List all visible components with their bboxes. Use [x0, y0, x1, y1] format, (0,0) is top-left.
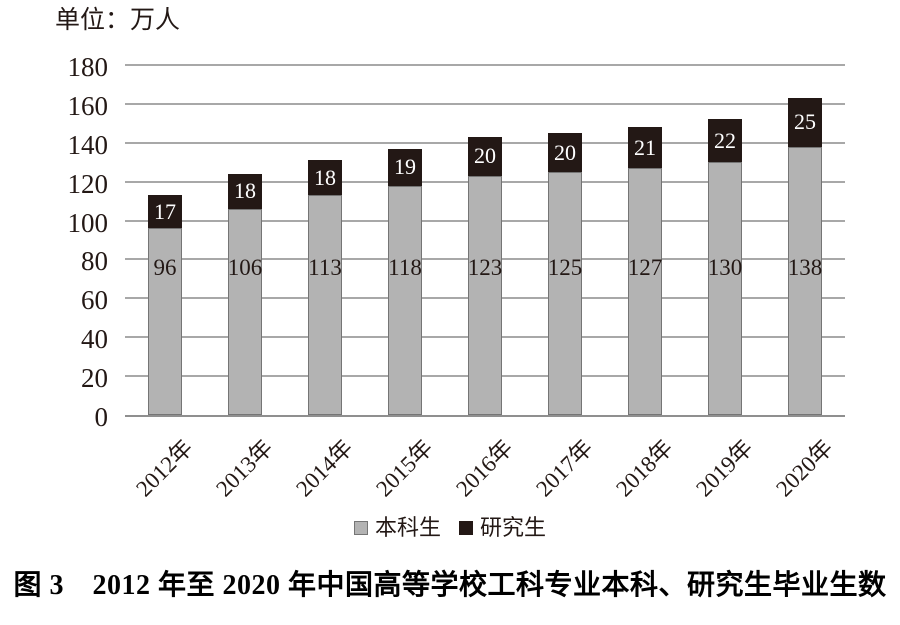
bar-value-label-undergrad: 123 [467, 255, 503, 280]
bar-value-label-grad: 25 [794, 109, 816, 135]
bar: 21 127 [628, 127, 662, 415]
bar-value-label-undergrad: 138 [787, 255, 823, 280]
bar-value-label-grad: 18 [314, 164, 336, 190]
bar-segment-undergrad [228, 208, 262, 415]
bar-value-label-grad: 18 [234, 178, 256, 204]
y-tick-label: 160 [67, 90, 109, 121]
bar-segment-undergrad [788, 146, 822, 415]
bar-value-label-grad: 17 [154, 198, 176, 224]
bar-value-label-grad: 21 [634, 134, 656, 160]
y-tick-label: 60 [81, 285, 108, 316]
y-tick-label: 100 [67, 207, 109, 238]
chart-caption: 图 3 2012 年至 2020 年中国高等学校工科专业本科、研究生毕业生数 [13, 570, 887, 601]
bar-segment-grad: 22 [708, 119, 742, 163]
bar: 18 106 [227, 173, 263, 415]
grad-swatch-icon [459, 521, 473, 535]
y-tick-label: 180 [67, 52, 109, 82]
bar: 20 123 [467, 136, 503, 415]
y-tick-label: 40 [81, 324, 108, 355]
bar: 20 125 [548, 133, 582, 415]
y-tick-label: 80 [81, 246, 108, 277]
plot-area: 17 96 18 106 18 113 19 118 20 123 20 125 21 127 22 130 2… [125, 64, 845, 417]
bar-segment-grad: 18 [308, 160, 342, 196]
bar-segment-undergrad [628, 168, 662, 415]
bar: 17 96 [148, 195, 182, 415]
bar-value-label-grad: 20 [554, 139, 576, 165]
bar: 25 138 [788, 98, 822, 415]
x-axis-labels: 2012年 2013年 2014年 2015年 2016年 2017年 2018年 2019年… [125, 417, 845, 517]
bar-value-label-undergrad: 127 [627, 255, 663, 280]
bar-value-label-undergrad: 113 [308, 255, 342, 280]
bar-segment-undergrad [708, 162, 742, 415]
y-axis-labels: 0 20 40 60 80 100 120 140 160 180 [0, 54, 109, 431]
bar-value-label-grad: 20 [474, 143, 496, 169]
legend-item-grad: 研究生 [459, 514, 546, 542]
bar-segment-undergrad [548, 171, 582, 415]
legend-label-grad: 研究生 [480, 515, 547, 540]
bar-segment-grad: 18 [228, 173, 262, 209]
y-tick-label: 120 [67, 168, 109, 199]
bar-segment-undergrad [468, 175, 502, 415]
bar-segment-grad: 20 [468, 136, 502, 176]
bar: 19 118 [388, 148, 422, 415]
bar-segment-undergrad [388, 185, 422, 415]
bar-value-label-undergrad: 106 [227, 255, 263, 280]
legend: 本科生 研究生 [0, 514, 900, 542]
undergrad-swatch-icon [353, 521, 368, 535]
bar-segment-grad: 17 [148, 195, 182, 229]
bar-segment-grad: 20 [548, 133, 582, 172]
bar-value-label-undergrad: 96 [153, 255, 177, 280]
bar: 18 113 [308, 160, 342, 415]
bar-segment-undergrad [308, 195, 342, 415]
legend-label-undergrad: 本科生 [374, 515, 441, 540]
bar: 22 130 [708, 119, 742, 415]
bar-value-label-grad: 19 [394, 154, 416, 180]
bar-segment-undergrad [148, 228, 182, 415]
bar-value-label-undergrad: 118 [388, 255, 422, 280]
bar-segment-grad: 21 [628, 127, 662, 169]
y-tick-label: 0 [94, 402, 109, 432]
y-tick-label: 20 [81, 363, 108, 394]
bar-segment-grad: 25 [788, 98, 822, 147]
gridline [125, 64, 845, 66]
unit-label: 单位：万人 [55, 7, 181, 34]
bar-value-label-undergrad: 130 [707, 255, 743, 280]
bar-value-label-undergrad: 125 [547, 255, 583, 280]
y-tick-label: 140 [67, 129, 109, 160]
legend-item-undergrad: 本科生 [353, 514, 441, 542]
bar-segment-grad: 19 [388, 148, 422, 186]
gridline [125, 102, 845, 105]
bar-value-label-grad: 22 [714, 127, 736, 153]
